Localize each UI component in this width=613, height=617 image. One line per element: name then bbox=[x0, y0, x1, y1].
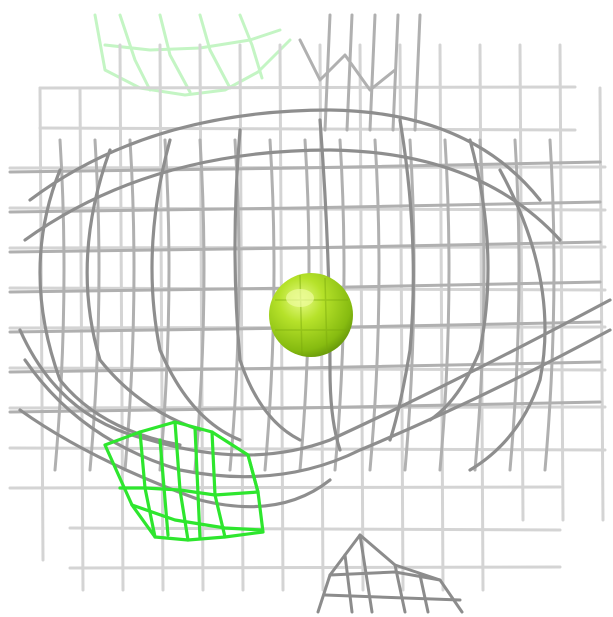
central-green-sphere bbox=[269, 273, 353, 357]
bright-green-mesh-patch bbox=[103, 420, 265, 542]
lower-mesh-fragment bbox=[316, 533, 464, 614]
faint-green-mesh bbox=[93, 13, 292, 97]
